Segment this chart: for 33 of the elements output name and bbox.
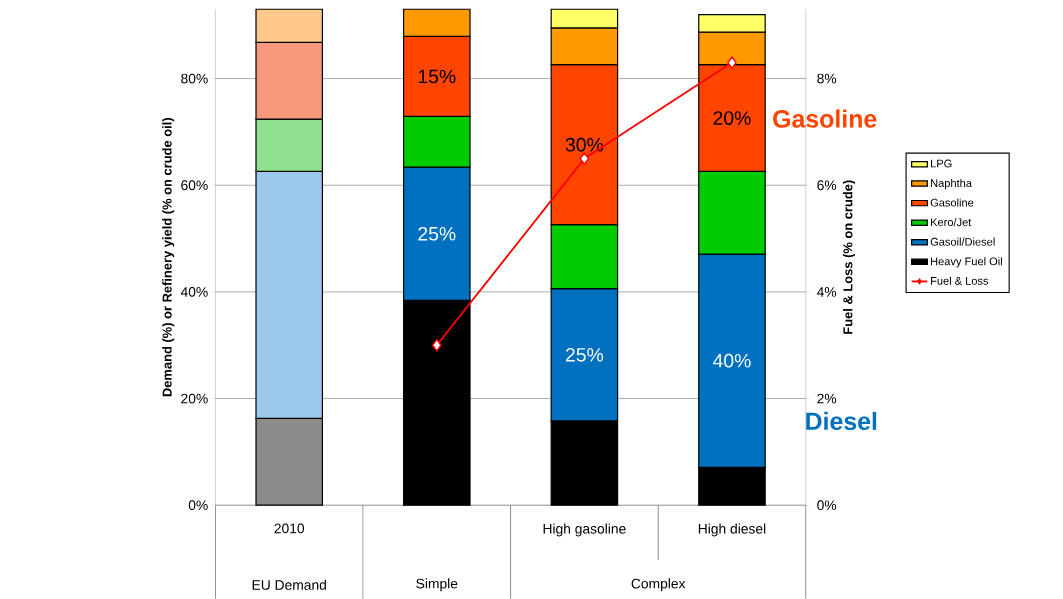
legend-label: Heavy Fuel Oil (931, 257, 1002, 268)
y-axis-title: Demand (%) or Refinery yield (% on crude oil) (162, 117, 175, 397)
legend-label: Naphtha (931, 178, 972, 190)
y2-tick-label: 8% (817, 73, 837, 84)
legend-label: Gasoline (930, 198, 974, 207)
data-label: 15% (418, 69, 456, 84)
y-tick-label: 80% (181, 73, 208, 84)
y2-tick-label: 6% (817, 180, 837, 191)
y2-tick-label: 2% (817, 393, 837, 404)
data-label: 40% (713, 353, 751, 368)
y-tick-label: 0% (188, 500, 208, 511)
text: Simple (416, 578, 458, 592)
y-tick-label: 60% (181, 180, 208, 191)
x-tick-label: High diesel (698, 523, 766, 537)
x-tick-label: 2010 (274, 523, 305, 534)
text: Diesel (806, 411, 877, 431)
data-label: 20% (713, 111, 751, 125)
y-tick-label: 20% (181, 393, 208, 404)
legend-label: LPG (931, 159, 952, 168)
data-label: 30% (565, 137, 604, 152)
x-tick-label: High gasoline (543, 523, 626, 537)
text: Complex (631, 578, 686, 592)
legend-label: Fuel & Loss (931, 276, 989, 285)
legend-label: Gasoil/Diesel (930, 237, 995, 246)
data-label: 25% (565, 347, 604, 362)
y-tick-label: 40% (180, 286, 208, 297)
annotation: Gasoline (773, 109, 877, 128)
data-label: 25% (418, 226, 456, 241)
y2-tick-label: 0% (817, 500, 837, 511)
legend-label: Kero/Jet (931, 217, 972, 227)
y2-axis-title: Fuel & Loss (% on crude) (842, 180, 855, 334)
text: EU Demand (252, 579, 326, 590)
y2-tick-label: 4% (816, 287, 837, 297)
